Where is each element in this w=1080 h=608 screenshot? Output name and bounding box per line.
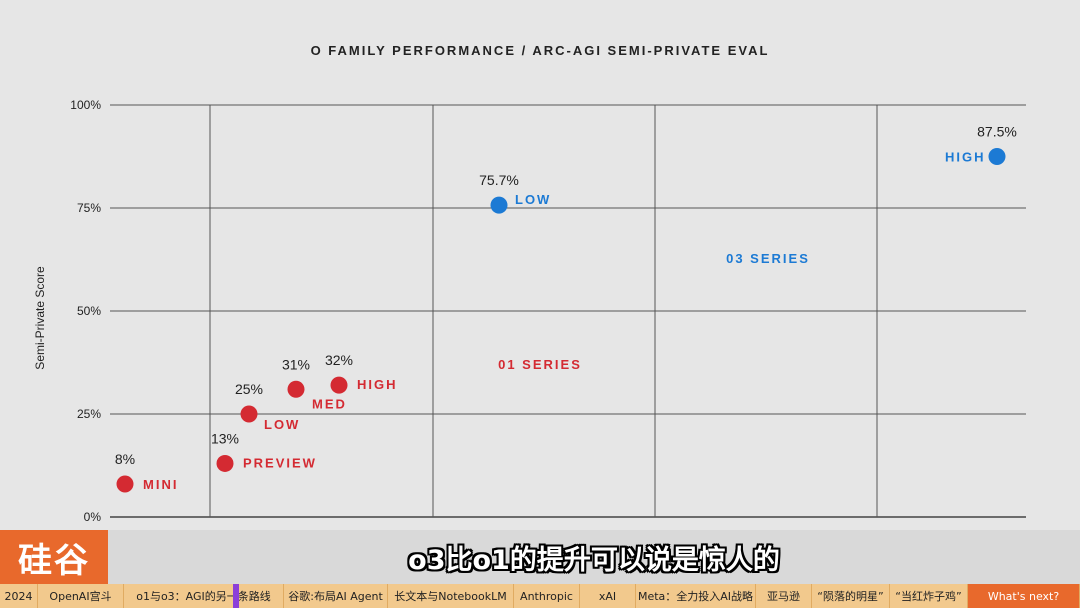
subtitle-bar: o3比o1的提升可以说是惊人的: [108, 530, 1080, 584]
data-point-label: PREVIEW: [243, 455, 317, 470]
y-axis-ticks: 0% 25% 50% 75% 100%: [70, 98, 101, 524]
data-value-label: 8%: [115, 451, 135, 467]
playhead-marker[interactable]: [233, 584, 239, 608]
data-value-label: 31%: [282, 356, 310, 372]
channel-logo: 硅谷: [0, 530, 108, 584]
grid-lines: [110, 104, 1026, 518]
timeline-chapter[interactable]: 长文本与NotebookLM: [388, 584, 514, 608]
timeline-chapter[interactable]: o1与o3：AGI的另一条路线: [124, 584, 284, 608]
data-point-label: HIGH: [357, 377, 398, 392]
y-tick-label: 50%: [77, 304, 101, 318]
data-value-label: 13%: [211, 430, 239, 446]
timeline-chapter[interactable]: xAI: [580, 584, 636, 608]
series-label-01: 01 SERIES: [498, 357, 582, 372]
timeline-chapter[interactable]: “当红炸子鸡”: [890, 584, 968, 608]
data-value-label: 87.5%: [977, 124, 1017, 140]
data-point-label: LOW: [264, 417, 300, 432]
data-point: [287, 380, 305, 398]
timeline-chapter[interactable]: Anthropic: [514, 584, 580, 608]
data-value-label: 75.7%: [479, 172, 519, 188]
data-point-label: LOW: [515, 192, 551, 207]
y-tick-label: 25%: [77, 407, 101, 421]
data-point-label: MED: [312, 396, 347, 411]
data-point: [216, 454, 234, 472]
chapter-timeline: 2024 OpenAI宫斗 o1与o3：AGI的另一条路线 谷歌:布局AI Agent…: [0, 584, 1080, 608]
data-point: [490, 196, 508, 214]
timeline-chapter[interactable]: Meta：全力投入AI战略: [636, 584, 756, 608]
channel-logo-text: 硅谷: [18, 540, 90, 581]
scatter-chart: 0% 25% 50% 75% 100% O FAMILY PERFORMANCE / A…: [33, 43, 1026, 524]
timeline-chapter[interactable]: “陨落的明星”: [812, 584, 890, 608]
video-subtitle: o3比o1的提升可以说是惊人的: [408, 544, 780, 576]
timeline-chapter[interactable]: 谷歌:布局AI Agent: [284, 584, 388, 608]
data-point: [330, 376, 348, 394]
y-axis-label: Semi-Private Score: [33, 266, 47, 370]
data-point-label: HIGH: [945, 150, 986, 165]
data-point-label: MINI: [143, 477, 178, 492]
data-value-label: 32%: [325, 352, 353, 368]
y-tick-label: 100%: [70, 98, 101, 112]
timeline-chapter[interactable]: What's next?: [968, 584, 1080, 608]
data-point: [988, 148, 1006, 165]
data-point: [116, 475, 134, 493]
timeline-chapter[interactable]: 亚马逊: [756, 584, 812, 608]
data-value-label: 25%: [235, 381, 263, 397]
timeline-chapter[interactable]: 2024: [0, 584, 38, 608]
data-point: [240, 405, 258, 423]
data-points: 8% MINI 13% PREVIEW 25% LOW 31% MED 32% HIGH 75.7%…: [115, 124, 1017, 493]
chart-title: O FAMILY PERFORMANCE / ARC-AGI SEMI-PRIV…: [311, 43, 770, 58]
y-tick-label: 75%: [77, 201, 101, 215]
timeline-chapter[interactable]: OpenAI宫斗: [38, 584, 124, 608]
series-label-03: 03 SERIES: [726, 251, 810, 266]
y-tick-label: 0%: [84, 510, 102, 524]
